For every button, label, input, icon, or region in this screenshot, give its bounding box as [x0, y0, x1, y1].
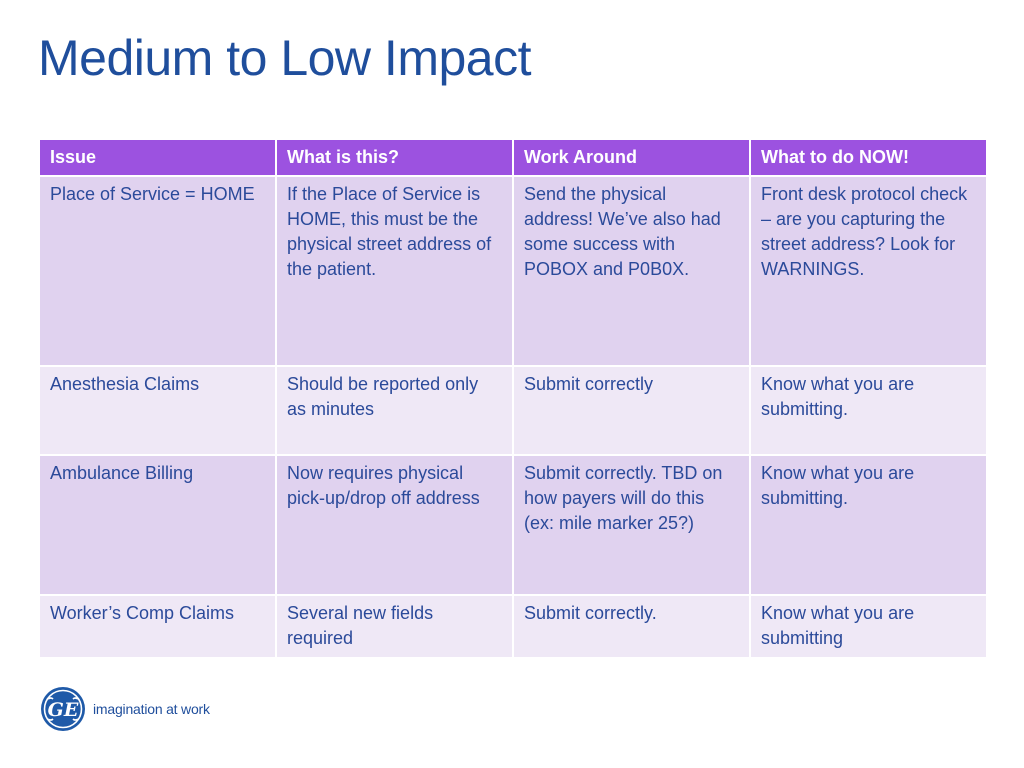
header-what-is-this: What is this?: [275, 138, 514, 177]
table-row: Anesthesia Claims Should be reported onl…: [38, 365, 988, 456]
cell-workaround: Send the physical address! We’ve also ha…: [512, 175, 751, 367]
cell-workaround: Submit correctly: [512, 365, 751, 456]
table-row: Ambulance Billing Now requires physical …: [38, 454, 988, 596]
cell-todo: Know what you are submitting: [749, 594, 988, 659]
ge-monogram-icon: GE: [41, 687, 85, 731]
cell-workaround: Submit correctly.: [512, 594, 751, 659]
tagline: imagination at work: [93, 701, 210, 717]
cell-todo: Know what you are submitting.: [749, 365, 988, 456]
table-header-row: Issue What is this? Work Around What to …: [38, 138, 988, 177]
impact-table-container: Issue What is this? Work Around What to …: [38, 138, 988, 659]
cell-what: Should be reported only as minutes: [275, 365, 514, 456]
header-issue: Issue: [38, 138, 277, 177]
cell-what: Several new fields required: [275, 594, 514, 659]
table-row: Place of Service = HOME If the Place of …: [38, 175, 988, 367]
cell-issue: Ambulance Billing: [38, 454, 277, 596]
cell-issue: Place of Service = HOME: [38, 175, 277, 367]
table-row: Worker’s Comp Claims Several new fields …: [38, 594, 988, 659]
cell-issue: Worker’s Comp Claims: [38, 594, 277, 659]
header-what-to-do-now: What to do NOW!: [749, 138, 988, 177]
cell-issue: Anesthesia Claims: [38, 365, 277, 456]
impact-table: Issue What is this? Work Around What to …: [38, 138, 988, 659]
header-work-around: Work Around: [512, 138, 751, 177]
cell-workaround: Submit correctly. TBD on how payers will…: [512, 454, 751, 596]
slide-title: Medium to Low Impact: [38, 30, 531, 86]
ge-logo-letters: GE: [48, 699, 79, 721]
cell-what: If the Place of Service is HOME, this mu…: [275, 175, 514, 367]
cell-todo: Front desk protocol check – are you capt…: [749, 175, 988, 367]
cell-todo: Know what you are submitting.: [749, 454, 988, 596]
ge-logo-group: GE imagination at work: [40, 686, 210, 732]
cell-what: Now requires physical pick-up/drop off a…: [275, 454, 514, 596]
